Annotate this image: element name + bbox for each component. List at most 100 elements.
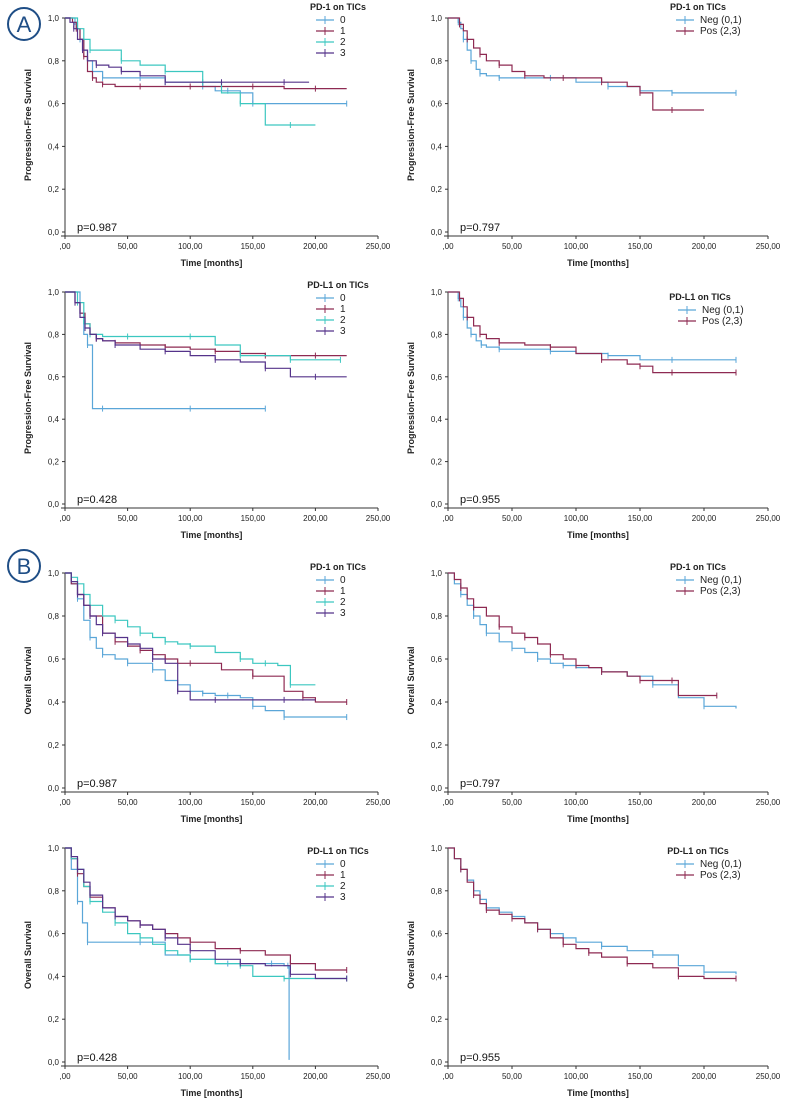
x-tick-label: 50,00 (502, 1072, 523, 1081)
km-chart-6: 0,0 0,2 0,4 0,6 0,8 1,0 ,00 50,00 100,00 150,00 20… (406, 562, 781, 824)
x-tick-label: 150,00 (628, 242, 653, 251)
x-axis-label: Time [months] (567, 1088, 629, 1098)
p-value-label: p=0.428 (77, 494, 117, 506)
y-axis-label: Progression-Free Survival (23, 342, 33, 454)
y-tick-label: 0,6 (431, 100, 443, 109)
x-tick-label: 200,00 (303, 1072, 328, 1081)
y-tick-label: 1,0 (431, 14, 443, 23)
x-tick-label: 200,00 (692, 1072, 717, 1081)
y-tick-label: 0,4 (431, 142, 443, 151)
y-tick-label: 1,0 (48, 569, 60, 578)
y-tick-label: 0,0 (431, 784, 443, 793)
legend-entry-label: 3 (340, 892, 346, 903)
x-tick-label: ,00 (442, 514, 454, 523)
km-chart-2: 0,0 0,2 0,4 0,6 0,8 1,0 ,00 50,00 100,00 150,00 20… (406, 2, 781, 268)
x-tick-label: ,00 (442, 242, 454, 251)
legend-entry-label: Neg (0,1) (700, 575, 742, 586)
x-tick-label: 100,00 (178, 514, 203, 523)
km-chart-4: 0,0 0,2 0,4 0,6 0,8 1,0 ,00 50,00 100,00 150,00 20… (406, 288, 781, 540)
x-tick-label: ,00 (59, 1072, 71, 1081)
x-tick-label: 150,00 (241, 798, 266, 807)
section-a-letter: A (17, 12, 32, 37)
legend-entry-label: 0 (340, 15, 346, 26)
y-axis-label: Progression-Free Survival (23, 69, 33, 181)
x-tick-label: ,00 (442, 798, 454, 807)
x-tick-label: 250,00 (366, 514, 391, 523)
x-tick-label: 50,00 (118, 242, 139, 251)
x-tick-label: 100,00 (564, 1072, 589, 1081)
x-tick-label: 250,00 (756, 798, 781, 807)
y-tick-label: 1,0 (48, 288, 60, 297)
legend-entry-label: 1 (340, 304, 346, 315)
legend-title: PD-1 on TICs (670, 2, 726, 12)
legend-entry-label: Pos (2,3) (702, 316, 743, 327)
x-tick-label: 150,00 (628, 798, 653, 807)
y-tick-label: 0,6 (431, 373, 443, 382)
legend-entry-label: 2 (340, 315, 346, 326)
p-value-label: p=0.428 (77, 1052, 117, 1064)
legend-title: PD-1 on TICs (310, 562, 366, 572)
section-b-circle (7, 549, 41, 583)
x-tick-label: 150,00 (241, 1072, 266, 1081)
legend-entry-label: 2 (340, 881, 346, 892)
y-tick-label: 0,4 (431, 698, 443, 707)
legend-entry-label: 3 (340, 48, 346, 59)
survival-curve-3 (65, 291, 347, 378)
legend-title: PD-L1 on TICs (667, 846, 729, 856)
x-axis-label: Time [months] (567, 814, 629, 824)
y-tick-label: 0,0 (431, 228, 443, 237)
p-value-label: p=0.797 (460, 778, 500, 790)
survival-curve-3 (65, 17, 310, 83)
y-tick-label: 0,2 (48, 1015, 60, 1024)
y-tick-label: 0,8 (48, 330, 60, 339)
legend-entry-label: 2 (340, 597, 346, 608)
survival-curve-neg01 (448, 17, 736, 94)
x-tick-label: 100,00 (178, 798, 203, 807)
y-tick-label: 0,4 (48, 972, 60, 981)
y-tick-label: 0,6 (48, 100, 60, 109)
y-tick-label: 0,2 (48, 741, 60, 750)
survival-curve-pos23 (448, 572, 717, 697)
x-axis-label: Time [months] (181, 814, 243, 824)
x-tick-label: 250,00 (366, 1072, 391, 1081)
survival-curve-1 (65, 291, 347, 357)
x-tick-label: ,00 (59, 798, 71, 807)
x-axis-label: Time [months] (181, 1088, 243, 1098)
y-tick-label: 0,2 (431, 1015, 443, 1024)
y-axis-label: Overall Survival (23, 921, 33, 989)
y-tick-label: 0,4 (48, 415, 60, 424)
km-chart-8: 0,0 0,2 0,4 0,6 0,8 1,0 ,00 50,00 100,00 150,00 20… (406, 844, 781, 1098)
y-tick-label: 0,4 (431, 972, 443, 981)
section-b-letter: B (17, 554, 32, 579)
km-chart-5: 0,00,20,40,60,81,0,00 50,00 100,00 150,00 20… (23, 562, 391, 824)
y-tick-label: 0,8 (48, 887, 60, 896)
x-tick-label: 200,00 (692, 798, 717, 807)
y-tick-label: 0,8 (431, 612, 443, 621)
x-axis-label: Time [months] (181, 258, 243, 268)
y-tick-label: 0,0 (48, 1058, 60, 1067)
y-tick-label: 0,0 (48, 784, 60, 793)
survival-curve-1 (65, 847, 347, 971)
y-tick-label: 1,0 (48, 14, 60, 23)
legend-entry-label: Neg (0,1) (700, 15, 742, 26)
legend-entry-label: 3 (340, 608, 346, 619)
y-tick-label: 0,8 (431, 887, 443, 896)
legend-entry-label: 0 (340, 575, 346, 586)
y-tick-label: 0,6 (48, 930, 60, 939)
charts-root: 0,00,20,40,60,81,0,00 50,00 100,00 150,00 20… (23, 2, 781, 1098)
y-axis-label: Overall Survival (406, 646, 416, 714)
y-tick-label: 0,2 (48, 458, 60, 467)
legend-title: PD-1 on TICs (310, 2, 366, 12)
survival-curve-0 (65, 847, 290, 1060)
legend-entry-label: Neg (0,1) (700, 859, 742, 870)
section-a-badge: A (7, 7, 41, 41)
survival-curve-1 (65, 572, 347, 703)
y-axis-label: Overall Survival (23, 646, 33, 714)
p-value-label: p=0.987 (77, 778, 117, 790)
p-value-label: p=0.797 (460, 222, 500, 234)
x-tick-label: 50,00 (118, 1072, 139, 1081)
x-tick-label: 100,00 (178, 1072, 203, 1081)
legend-entry-label: 1 (340, 870, 346, 881)
x-axis-label: Time [months] (567, 258, 629, 268)
y-tick-label: 0,8 (48, 57, 60, 66)
